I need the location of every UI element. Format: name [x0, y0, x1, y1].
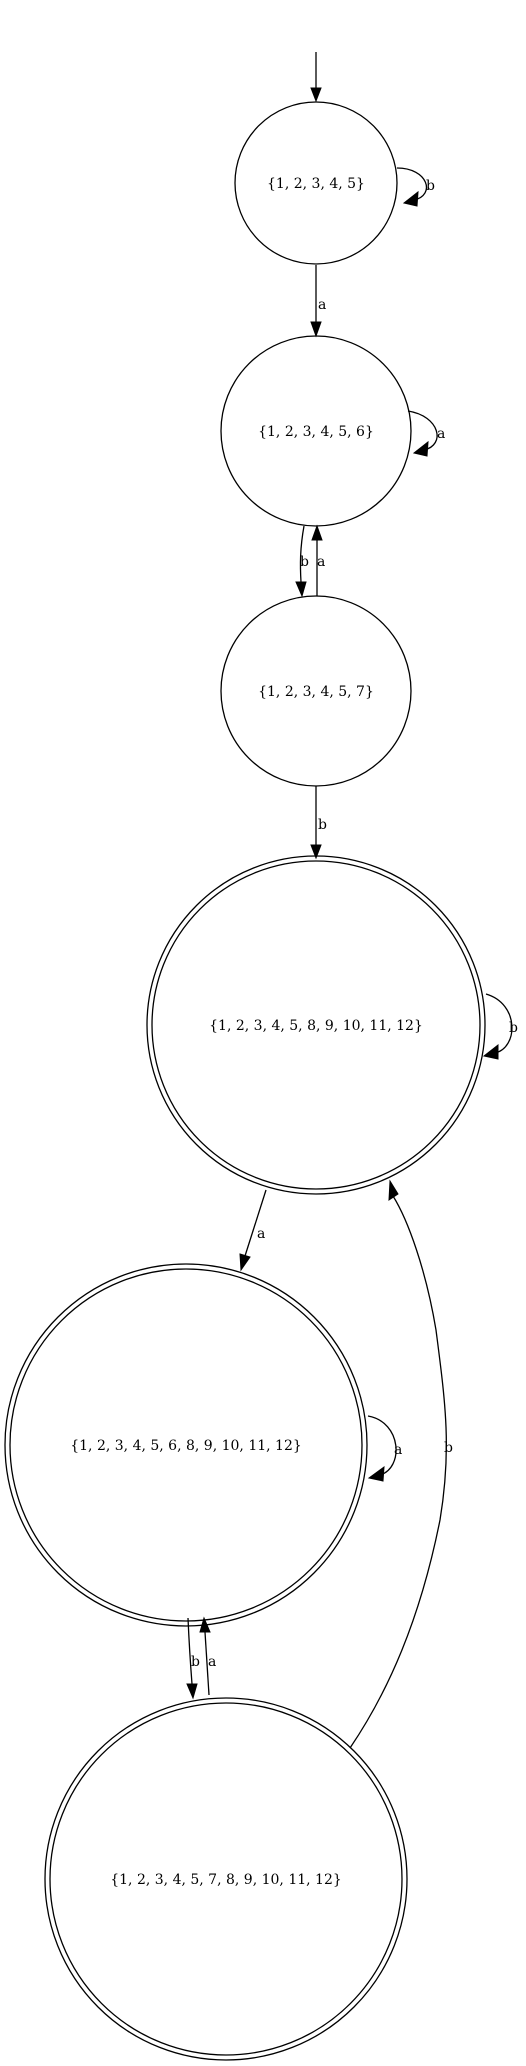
state-label: {1, 2, 3, 4, 5, 7, 8, 9, 10, 11, 12} — [110, 1872, 342, 1888]
transition-label: a — [318, 297, 326, 313]
state-s2: {1, 2, 3, 4, 5, 6} — [220, 335, 412, 527]
transition-label: a — [208, 1654, 216, 1670]
state-s5: {1, 2, 3, 4, 5, 6, 8, 9, 10, 11, 12} — [4, 1263, 368, 1627]
state-label: {1, 2, 3, 4, 5, 6, 8, 9, 10, 11, 12} — [70, 1438, 302, 1454]
state-s3: {1, 2, 3, 4, 5, 7} — [220, 595, 412, 787]
transition-label: a — [437, 426, 445, 442]
state-s4: {1, 2, 3, 4, 5, 8, 9, 10, 11, 12} — [146, 855, 486, 1195]
transition-label: b — [300, 554, 309, 570]
state-s1: {1, 2, 3, 4, 5} — [234, 101, 398, 265]
transition-s4-s5-a: a — [239, 1189, 267, 1272]
transition-label: b — [444, 1440, 453, 1456]
transition-s6-s4-b: b — [349, 1179, 453, 1749]
state-s6: {1, 2, 3, 4, 5, 7, 8, 9, 10, 11, 12} — [44, 1697, 408, 2061]
transition-s6-s5-a: a — [199, 1616, 216, 1696]
transition-s5-s6-b: b — [186, 1617, 200, 1700]
transition-label: a — [394, 1442, 402, 1458]
state-label: {1, 2, 3, 4, 5, 6} — [258, 424, 374, 440]
transition-label: b — [509, 1020, 518, 1036]
transition-s3-s4-b: b — [310, 786, 327, 860]
transition-label: a — [317, 554, 325, 570]
transition-s2-s2-a: a — [407, 410, 445, 457]
transition-s1-s1-b: b — [396, 167, 435, 207]
transition-label: a — [257, 1226, 265, 1242]
transition-s2-s3-b: b — [295, 525, 309, 598]
transition-s5-s5-a: a — [367, 1415, 402, 1482]
transition-label: b — [191, 1654, 200, 1670]
transition-s4-s4-b: b — [482, 993, 518, 1060]
initial-arrow — [310, 52, 322, 103]
transition-label: b — [426, 178, 435, 194]
transition-s3-s2-a: a — [311, 524, 325, 596]
transition-label: b — [318, 817, 327, 833]
state-label: {1, 2, 3, 4, 5, 8, 9, 10, 11, 12} — [209, 1018, 423, 1034]
state-label: {1, 2, 3, 4, 5} — [267, 176, 365, 192]
transition-s1-s2-a: a — [310, 265, 326, 338]
state-label: {1, 2, 3, 4, 5, 7} — [258, 684, 374, 700]
